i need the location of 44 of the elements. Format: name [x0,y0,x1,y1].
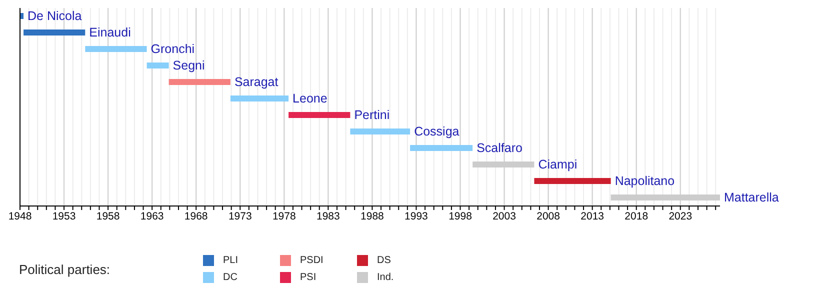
data-label: Mattarella [724,190,779,204]
legend-title: Political parties: [19,262,112,276]
bar [146,62,169,68]
legend-label: DC [223,272,238,283]
bar [350,128,410,134]
x-tick-label: 1978 [272,210,296,222]
x-tick-label: 1973 [228,210,252,222]
legend-label: Ind. [377,272,394,283]
legend-label: DS [377,255,391,266]
data-label: Segni [172,58,205,72]
bar [85,46,147,52]
bar [288,112,350,118]
legend-label: PSI [300,272,316,283]
bar [168,79,230,85]
data-label: Einaudi [89,26,131,40]
x-tick-label: 1948 [8,210,32,222]
x-tick-label: 1963 [140,210,164,222]
legend-label: PLI [223,255,238,266]
x-tick-label: 2013 [580,210,604,222]
legend-label: PSDI [300,255,324,266]
x-tick-label: 1983 [316,210,340,222]
bar [24,30,86,36]
data-label: De Nicola [28,9,82,23]
x-tick-label: 2023 [668,210,692,222]
x-tick-label: 1988 [360,210,384,222]
x-tick-label: 1968 [184,210,208,222]
data-label: Pertini [354,108,390,122]
bar [410,145,473,151]
x-tick-label: 1993 [404,210,428,222]
data-label: Leone [292,92,328,106]
bar [230,96,289,102]
data-label: Cossiga [414,124,460,138]
data-label: Gronchi [150,42,195,56]
x-tick-label: 1998 [448,210,472,222]
x-tick-label: 2003 [492,210,516,222]
data-label: Saragat [234,75,279,89]
data-label: Scalfaro [476,141,522,155]
bar [534,178,611,184]
data-label: Napolitano [614,174,675,188]
data-label: Ciampi [538,158,578,172]
x-tick-label: 2018 [624,210,648,222]
x-tick-label: 1958 [96,210,120,222]
x-tick-label: 2008 [536,210,560,222]
x-tick-label: 1953 [52,210,76,222]
